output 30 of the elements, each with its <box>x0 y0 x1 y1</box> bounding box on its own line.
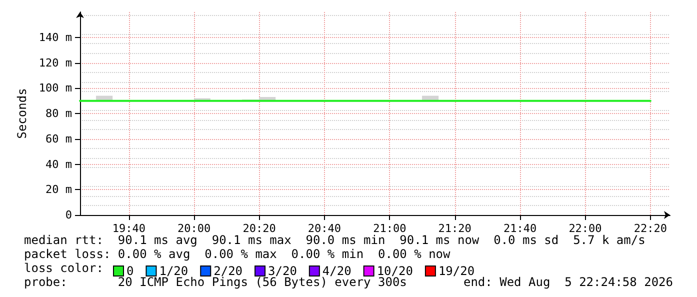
x-tick-label: 22:00 <box>568 222 602 235</box>
x-tick-label: 21:40 <box>503 222 537 235</box>
legend-label: 19/20 <box>438 264 475 278</box>
y-tick-label: 60 m <box>46 132 72 146</box>
text: packet loss: 0.00 % avg 0.00 % max 0.00 % min 0.00 % now <box>24 247 452 261</box>
legend-label: 2/20 <box>214 264 243 278</box>
text: end: Wed Aug 5 22:24:58 2026 <box>463 275 673 289</box>
x-tick-label: 19:40 <box>112 222 146 235</box>
y-tick-label: 120 m <box>38 56 72 70</box>
x-tick-label: 22:20 <box>634 222 668 235</box>
legend-label: 1/20 <box>159 264 188 278</box>
legend-label: 0 <box>126 264 134 278</box>
legend-label: 4/20 <box>322 264 352 278</box>
legend-label: 3/20 <box>268 264 297 278</box>
x-tick-label: 21:20 <box>438 222 472 235</box>
y-tick-label: 0 <box>65 208 72 222</box>
y-tick-label: 100 m <box>38 82 72 95</box>
y-tick-label: 40 m <box>46 158 72 171</box>
y-tick-label: 140 m <box>38 30 72 44</box>
legend-label: 10/20 <box>376 264 413 278</box>
x-tick-label: 20:00 <box>178 222 211 235</box>
text: probe: 20 ICMP Echo Pings (56 Bytes) every 300s <box>24 275 407 289</box>
x-tick-label: 20:40 <box>308 222 342 235</box>
y-tick-label: 20 m <box>46 183 72 196</box>
text: median rtt: 90.1 ms avg 90.1 ms max 90.0 ms min 90.1 ms now 0.0 ms sd 5.7 k am/s <box>24 233 646 247</box>
x-tick-label: 20:20 <box>242 222 276 235</box>
x-tick-label: 21:00 <box>373 222 406 235</box>
y-tick-label: 80 m <box>46 107 72 120</box>
legend-title: loss color: <box>24 261 104 275</box>
y-axis-title: Seconds <box>15 88 29 139</box>
